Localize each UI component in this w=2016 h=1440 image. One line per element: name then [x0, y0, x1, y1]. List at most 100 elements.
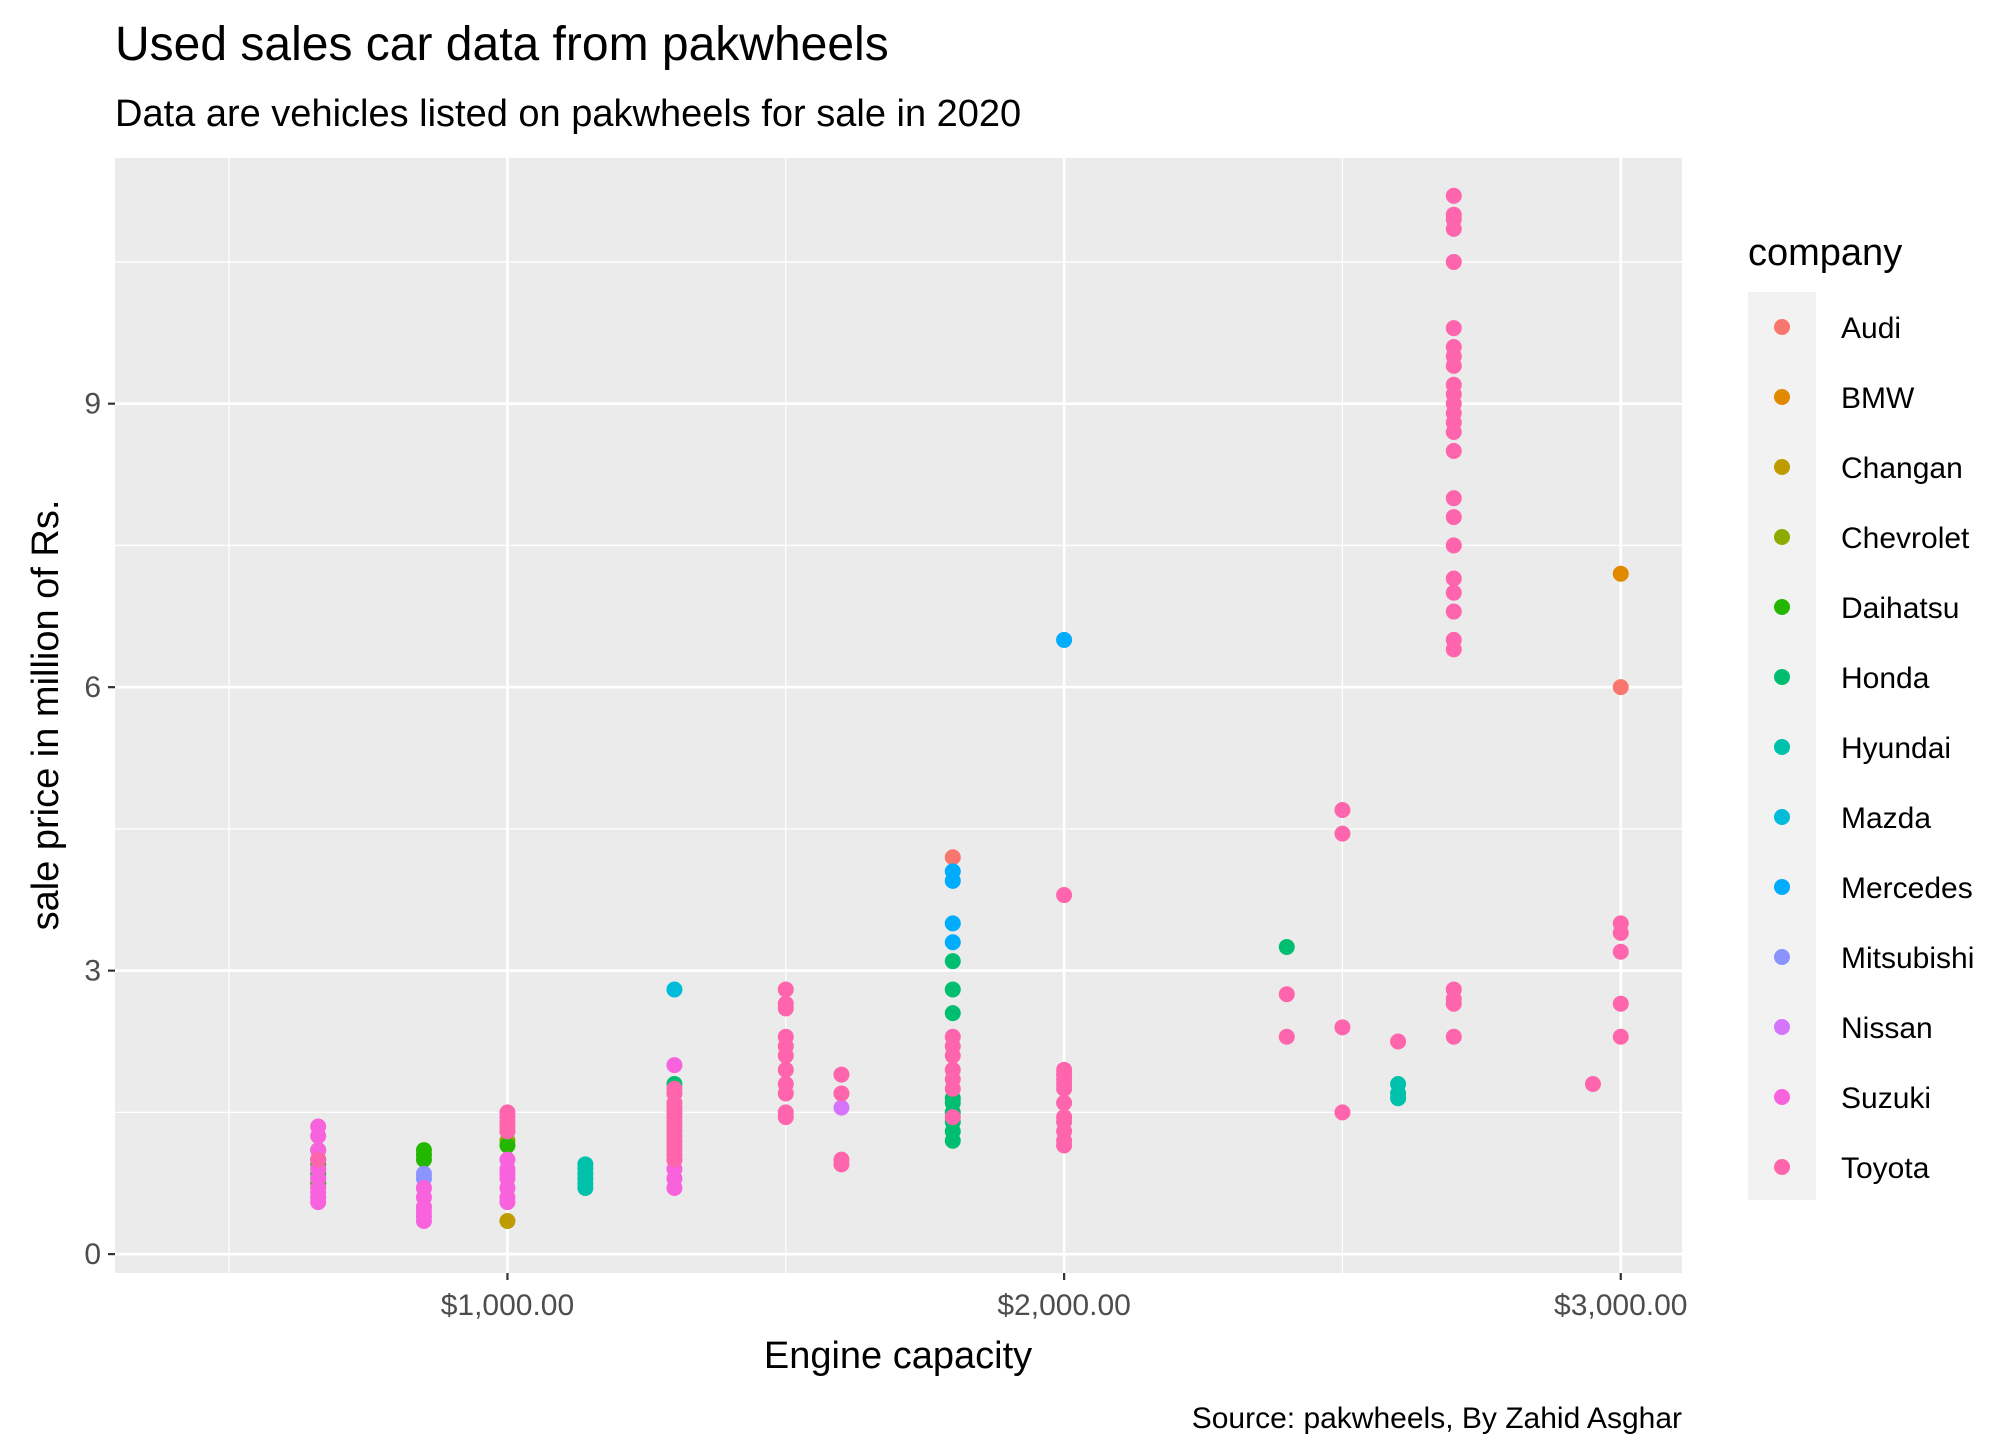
data-point — [777, 1000, 794, 1017]
legend-key — [1774, 389, 1790, 405]
y-tick-label: 9 — [84, 388, 101, 421]
data-point — [1334, 1104, 1351, 1121]
data-point — [944, 1005, 961, 1022]
data-point — [415, 1151, 432, 1168]
plot-panel — [115, 158, 1682, 1273]
legend-key — [1774, 599, 1790, 615]
data-point — [944, 934, 961, 951]
legend-key — [1774, 319, 1790, 335]
data-point — [1445, 641, 1462, 658]
data-point — [944, 849, 961, 866]
data-point — [1445, 187, 1462, 204]
data-point — [666, 1179, 683, 1196]
data-point — [1445, 220, 1462, 237]
data-point — [777, 1061, 794, 1078]
data-point — [1612, 679, 1629, 696]
legend-key — [1774, 1159, 1790, 1175]
legend-label: Toyota — [1841, 1152, 1930, 1185]
data-point — [1056, 1080, 1073, 1097]
data-point — [1445, 320, 1462, 337]
data-point — [666, 1057, 683, 1074]
legend-title: company — [1748, 232, 1902, 274]
legend: company Audi BMW Changan Chevrolet Daihatsu H… — [1748, 232, 1974, 1200]
data-point — [1445, 570, 1462, 587]
data-point — [777, 1109, 794, 1126]
chart-caption: Source: pakwheels, By Zahid Asghar — [1192, 1402, 1682, 1435]
data-point — [1278, 986, 1295, 1003]
data-point — [1334, 801, 1351, 818]
data-point — [1056, 631, 1073, 648]
data-point — [666, 1151, 683, 1168]
data-point — [833, 1099, 850, 1116]
legend-label: Mercedes — [1841, 872, 1973, 905]
legend-label: Honda — [1841, 662, 1930, 695]
data-point — [499, 1137, 516, 1154]
legend-key — [1774, 949, 1790, 965]
axis-ticks: $1,000.00 $2,000.00 $3,000.00 0 3 6 9 — [84, 388, 1687, 1322]
legend-key — [1774, 1089, 1790, 1105]
data-point — [499, 1194, 516, 1211]
y-tick-label: 6 — [84, 671, 101, 704]
data-point — [1445, 603, 1462, 620]
data-point — [1390, 1033, 1407, 1050]
x-tick-label: $2,000.00 — [997, 1289, 1130, 1322]
data-point — [1278, 1028, 1295, 1045]
y-tick-label: 0 — [84, 1238, 101, 1271]
data-point — [1445, 1028, 1462, 1045]
data-point — [1445, 442, 1462, 459]
legend-key — [1774, 739, 1790, 755]
legend-key — [1774, 459, 1790, 475]
data-point — [1390, 1090, 1407, 1107]
data-point — [1056, 1137, 1073, 1154]
legend-label: Chevrolet — [1841, 522, 1970, 555]
data-point — [1334, 825, 1351, 842]
data-point — [1056, 1094, 1073, 1111]
data-point — [310, 1184, 327, 1201]
data-point — [1445, 509, 1462, 526]
data-point — [777, 1047, 794, 1064]
data-point — [944, 953, 961, 970]
data-point — [499, 1213, 516, 1230]
legend-key — [1774, 1019, 1790, 1035]
data-point — [1445, 357, 1462, 374]
data-point — [944, 1109, 961, 1126]
chart-title: Used sales car data from pakwheels — [115, 18, 889, 71]
y-tick-label: 3 — [84, 955, 101, 988]
data-point — [1584, 1076, 1601, 1093]
legend-key — [1774, 669, 1790, 685]
data-point — [1445, 424, 1462, 441]
gridlines — [115, 158, 1682, 1273]
data-point — [1445, 537, 1462, 554]
data-point — [499, 1123, 516, 1140]
legend-label: BMW — [1841, 382, 1915, 415]
data-point — [1445, 995, 1462, 1012]
chart-subtitle: Data are vehicles listed on pakwheels fo… — [115, 93, 1021, 135]
data-point — [1278, 939, 1295, 956]
legend-label: Mazda — [1841, 802, 1931, 835]
data-point — [833, 1066, 850, 1083]
data-point — [1612, 565, 1629, 582]
data-point — [944, 915, 961, 932]
legend-key — [1774, 809, 1790, 825]
data-point — [833, 1156, 850, 1173]
x-tick-label: $3,000.00 — [1554, 1289, 1687, 1322]
data-point — [1612, 943, 1629, 960]
data-point — [944, 1047, 961, 1064]
data-point — [777, 1085, 794, 1102]
legend-label: Changan — [1841, 452, 1963, 485]
data-point — [1056, 887, 1073, 904]
data-point — [1334, 1019, 1351, 1036]
legend-label: Audi — [1841, 312, 1901, 345]
data-points — [310, 187, 1629, 1230]
x-tick-label: $1,000.00 — [441, 1289, 574, 1322]
data-point — [944, 981, 961, 998]
x-axis-title: Engine capacity — [764, 1335, 1032, 1377]
data-point — [833, 1085, 850, 1102]
legend-key — [1774, 879, 1790, 895]
legend-label: Daihatsu — [1841, 592, 1959, 625]
data-point — [577, 1179, 594, 1196]
legend-label: Mitsubishi — [1841, 942, 1974, 975]
data-point — [1445, 253, 1462, 270]
data-point — [1445, 490, 1462, 507]
data-point — [1445, 584, 1462, 601]
